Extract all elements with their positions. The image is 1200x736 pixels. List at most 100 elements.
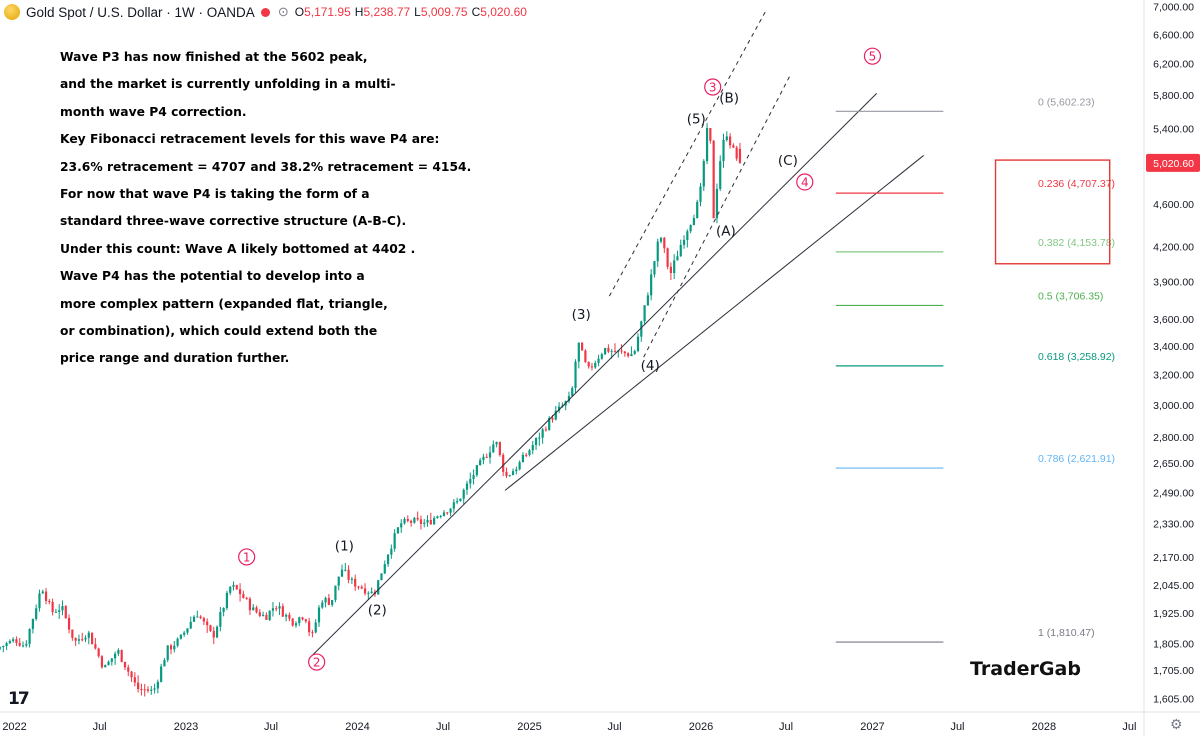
primary-wave-label[interactable]: 2 xyxy=(313,656,321,670)
annotation-line: more complex pattern (expanded flat, tri… xyxy=(60,296,388,311)
candle-body xyxy=(465,483,469,490)
candle-body xyxy=(238,589,242,595)
candle-body xyxy=(51,601,54,613)
settings-gear-icon[interactable]: ⚙ xyxy=(1170,716,1183,732)
intermediate-wave-label[interactable]: (4) xyxy=(641,358,660,374)
candle-body xyxy=(334,585,337,600)
intermediate-wave-label[interactable]: (B) xyxy=(719,90,739,106)
time-axis[interactable] xyxy=(0,712,1144,736)
price-axis[interactable] xyxy=(1144,0,1200,736)
intermediate-wave-label[interactable]: (A) xyxy=(716,224,736,240)
candle-body xyxy=(0,647,2,649)
tradingview-logo[interactable]: 17 xyxy=(8,689,30,709)
candle-body xyxy=(71,629,74,638)
primary-wave-circle xyxy=(238,548,256,566)
y-tick-label: 3,200.00 xyxy=(1153,369,1194,381)
last-price-tag xyxy=(1146,153,1200,172)
candle-body xyxy=(166,645,169,660)
candle-body xyxy=(258,612,261,616)
candle-body xyxy=(354,578,357,587)
candle-body xyxy=(94,644,97,649)
primary-wave-label[interactable]: 5 xyxy=(869,50,877,64)
candle-body xyxy=(597,358,600,363)
primary-wave-label[interactable]: 1 xyxy=(243,550,251,564)
candle-body xyxy=(18,642,21,646)
candle-body xyxy=(475,465,478,476)
candle-body xyxy=(261,614,265,616)
trend-line[interactable] xyxy=(504,155,924,491)
channel-dashed-line[interactable] xyxy=(643,74,791,358)
candle-body xyxy=(692,217,696,226)
candle-body xyxy=(242,594,245,598)
intermediate-wave-label[interactable]: (1) xyxy=(335,538,354,554)
candle-body xyxy=(485,456,488,458)
intermediate-wave-label[interactable]: (C) xyxy=(778,153,798,169)
annotation-line: Wave P3 has now finished at the 5602 pea… xyxy=(60,50,368,64)
y-tick-label: 2,490.00 xyxy=(1153,487,1194,499)
candle-body xyxy=(393,533,396,549)
candle-body xyxy=(337,576,340,586)
candle-body xyxy=(173,645,176,650)
candle-body xyxy=(285,614,288,617)
analysis-text-note[interactable]: Wave P3 has now finished at the 5602 pea… xyxy=(60,44,471,373)
candle-body xyxy=(377,580,380,595)
candle-body xyxy=(84,637,87,640)
hide-values-eye-icon[interactable]: ⊙ xyxy=(277,4,289,19)
trend-line[interactable] xyxy=(308,93,878,659)
candle-body xyxy=(600,354,603,359)
primary-wave-label[interactable]: 4 xyxy=(801,175,809,189)
candle-body xyxy=(544,429,548,431)
candle-body xyxy=(317,607,321,623)
candle-body xyxy=(433,518,436,525)
candle-body xyxy=(449,508,452,513)
x-tick-label: Jul xyxy=(779,721,793,733)
candle-body xyxy=(636,336,640,352)
candle-body xyxy=(110,658,113,662)
candle-body xyxy=(380,573,383,581)
candle-body xyxy=(696,201,699,218)
candle-body xyxy=(505,471,508,477)
candle-body xyxy=(446,512,449,514)
symbol-title[interactable]: Gold Spot / U.S. Dollar · 1W · OANDA xyxy=(26,4,255,20)
candle-body xyxy=(650,274,653,296)
candle-body xyxy=(248,598,252,611)
fib-level-label: 0 (5,602.23) xyxy=(1038,96,1095,108)
primary-wave-label[interactable]: 3 xyxy=(709,80,717,94)
candle-body xyxy=(403,518,406,524)
candle-body xyxy=(623,351,626,354)
candle-body xyxy=(673,260,676,273)
candle-body xyxy=(206,621,209,626)
y-tick-label: 1,605.00 xyxy=(1153,694,1194,706)
annotation-line: month wave P4 correction. xyxy=(60,104,247,119)
candle-body xyxy=(682,239,686,245)
annotation-line: or combination), which could extend both… xyxy=(60,323,378,338)
candle-body xyxy=(459,498,462,502)
y-tick-label: 3,000.00 xyxy=(1153,400,1194,412)
close-value: 5,020.60 xyxy=(480,5,527,19)
candle-body xyxy=(219,611,222,627)
candle-body xyxy=(104,665,107,668)
candle-body xyxy=(25,643,28,646)
intermediate-wave-label[interactable]: (2) xyxy=(368,602,387,618)
candle-body xyxy=(245,597,248,599)
candle-body xyxy=(557,406,561,411)
intermediate-wave-label[interactable]: (5) xyxy=(687,111,706,127)
candle-body xyxy=(265,614,268,620)
candle-body xyxy=(719,161,722,189)
candle-body xyxy=(5,643,8,646)
fib-highlight-box[interactable] xyxy=(994,159,1111,265)
intermediate-wave-label[interactable]: (3) xyxy=(572,307,591,323)
candle-body xyxy=(97,648,100,657)
y-tick-label: 1,925.00 xyxy=(1153,608,1194,620)
candle-body xyxy=(347,569,350,580)
candle-body xyxy=(291,618,294,626)
x-tick-label: 2026 xyxy=(689,721,713,733)
candle-body xyxy=(659,237,663,242)
candle-body xyxy=(127,667,130,672)
channel-dashed-line[interactable] xyxy=(608,9,767,297)
candle-body xyxy=(255,607,258,613)
candle-body xyxy=(574,361,577,389)
candle-body xyxy=(199,616,202,619)
candle-body xyxy=(663,237,666,249)
